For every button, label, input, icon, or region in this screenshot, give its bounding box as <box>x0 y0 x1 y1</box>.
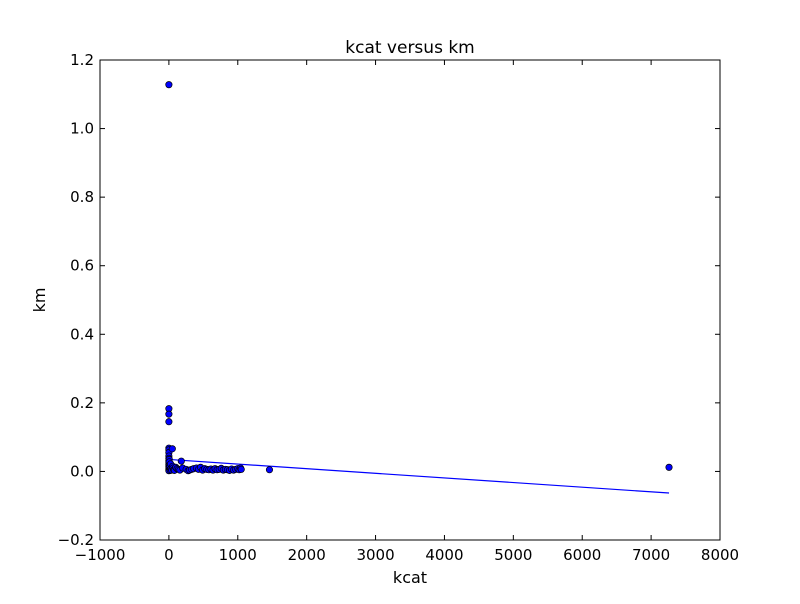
scatter-point <box>168 445 176 453</box>
plot-area <box>100 60 720 540</box>
scatter-point <box>165 410 173 418</box>
y-tick-label: 0.2 <box>70 394 94 412</box>
scatter-point <box>165 418 173 426</box>
scatter-point <box>165 81 173 89</box>
x-tick-label: 1000 <box>219 546 257 564</box>
x-tick-label: −1000 <box>75 546 126 564</box>
y-tick-label: 1.2 <box>70 51 94 69</box>
y-tick-label: 0.0 <box>70 462 94 480</box>
scatter-point <box>265 466 274 474</box>
fit-line-layer <box>168 458 670 494</box>
x-tick-label: 6000 <box>563 546 601 564</box>
x-tick-label: 2000 <box>288 546 326 564</box>
y-tick-label: 0.8 <box>70 188 94 206</box>
regression-line <box>168 458 670 494</box>
y-axis-ticks: −0.2 0.0 0.2 0.4 0.6 0.8 1.0 1.2 <box>58 51 720 549</box>
chart-title: kcat versus km <box>345 38 474 58</box>
plot-frame <box>99 59 721 541</box>
y-tick-label: 0.6 <box>70 257 94 275</box>
scatter-point <box>665 463 673 471</box>
scatter-point <box>237 465 245 473</box>
scatter-point <box>177 457 185 465</box>
y-tick-label: −0.2 <box>58 531 94 549</box>
x-tick-label: 7000 <box>632 546 670 564</box>
y-tick-label: 1.0 <box>70 120 94 138</box>
x-tick-label: 5000 <box>494 546 532 564</box>
points-layer <box>165 81 673 475</box>
x-tick-label: 8000 <box>701 546 739 564</box>
y-axis-label: km <box>30 288 49 313</box>
y-tick-label: 0.4 <box>70 325 94 343</box>
x-tick-label: 0 <box>164 546 174 564</box>
x-tick-label: 3000 <box>356 546 394 564</box>
x-tick-label: 4000 <box>425 546 463 564</box>
x-axis-label: kcat <box>393 568 427 587</box>
x-axis-ticks: −1000 0 1000 2000 3000 4000 5000 6000 7000 8000 <box>75 60 739 564</box>
